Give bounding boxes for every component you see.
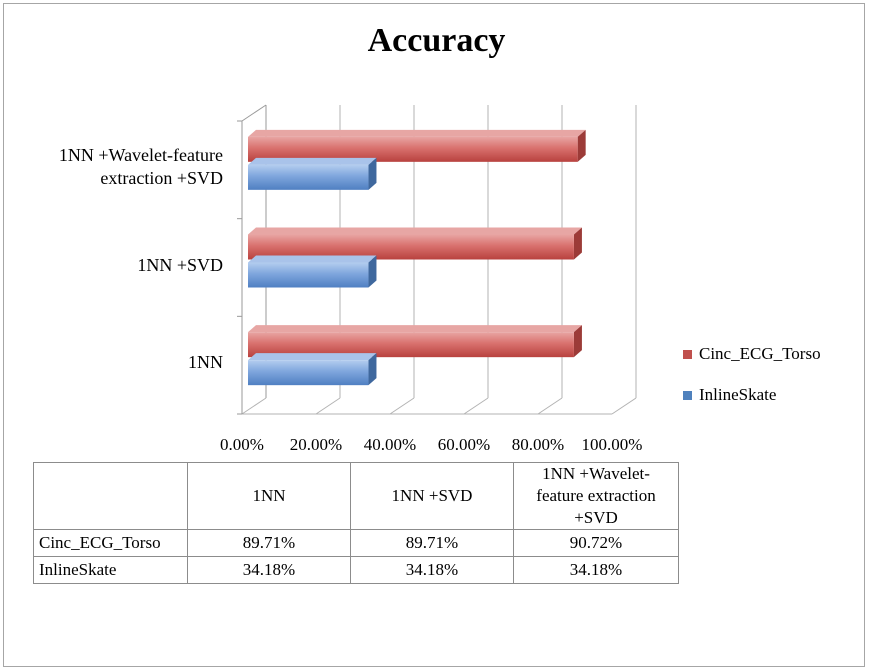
bar-cinc-ecg-torso bbox=[248, 234, 574, 260]
data-table-header-1nn: 1NN bbox=[187, 462, 351, 530]
bar-inlineskate bbox=[248, 262, 369, 288]
bar-end-face-inlineskate bbox=[368, 157, 377, 190]
bar-cinc-ecg-torso bbox=[248, 136, 578, 162]
bar-top-face-cinc-ecg-torso bbox=[248, 129, 586, 137]
y-category-label: 1NN bbox=[188, 352, 223, 373]
x-tick-label: 100.00% bbox=[582, 435, 643, 454]
bar-end-face-cinc-ecg-torso bbox=[577, 129, 586, 162]
data-table: 1NN 1NN +SVD 1NN +Wavelet- feature extra… bbox=[33, 462, 679, 584]
x-tick-label: 40.00% bbox=[364, 435, 416, 454]
x-tick-label: 0.00% bbox=[220, 435, 264, 454]
data-table-cell: 34.18% bbox=[513, 556, 679, 584]
floor-gridline bbox=[315, 397, 341, 415]
data-table-row-label: InlineSkate bbox=[33, 556, 188, 584]
y-category-label: 1NN +SVD bbox=[137, 254, 223, 275]
bar-top-face-inlineskate bbox=[248, 255, 377, 263]
floor-gridline bbox=[389, 397, 415, 415]
y-category-label: 1NN +Wavelet-feature extraction +SVD bbox=[58, 145, 223, 189]
bar-top-face-inlineskate bbox=[248, 353, 377, 361]
x-tick-label: 60.00% bbox=[438, 435, 490, 454]
data-table-cell: 34.18% bbox=[187, 556, 351, 584]
floor-gridline bbox=[463, 397, 489, 415]
data-table-cell: 34.18% bbox=[350, 556, 514, 584]
legend-swatch-cinc-ecg-torso bbox=[683, 349, 692, 359]
bar-end-face-inlineskate bbox=[368, 353, 377, 386]
floor-gridline bbox=[537, 397, 563, 415]
chart-title: Accuracy bbox=[367, 22, 506, 59]
bar-end-face-cinc-ecg-torso bbox=[573, 227, 582, 260]
data-table-header-1nn-wavelet-svd: 1NN +Wavelet- feature extraction +SVD bbox=[513, 462, 679, 530]
side-wall-top bbox=[241, 104, 267, 122]
legend-item-cinc-ecg-torso: Cinc_ECG_Torso bbox=[683, 344, 821, 364]
bar-end-face-inlineskate bbox=[368, 255, 377, 288]
legend-label-inlineskate: InlineSkate bbox=[699, 385, 777, 404]
data-table-header-row: 1NN 1NN +SVD 1NN +Wavelet- feature extra… bbox=[33, 462, 679, 530]
floor-gridline bbox=[241, 397, 267, 415]
data-table-cell: 90.72% bbox=[513, 529, 679, 557]
data-table-cell: 89.71% bbox=[187, 529, 351, 557]
x-tick-label: 20.00% bbox=[290, 435, 342, 454]
floor-gridline bbox=[611, 397, 637, 415]
bar-inlineskate bbox=[248, 360, 369, 386]
bar-cinc-ecg-torso bbox=[248, 332, 574, 358]
bar-top-face-cinc-ecg-torso bbox=[248, 325, 582, 333]
chart-frame bbox=[3, 3, 865, 667]
x-tick-label: 80.00% bbox=[512, 435, 564, 454]
bar-top-face-cinc-ecg-torso bbox=[248, 227, 582, 235]
data-table-header-1nn-svd: 1NN +SVD bbox=[350, 462, 514, 530]
bar-inlineskate bbox=[248, 164, 369, 190]
bar-top-face-inlineskate bbox=[248, 157, 377, 165]
data-table-cell: 89.71% bbox=[350, 529, 514, 557]
data-table-row-cinc-ecg-torso: Cinc_ECG_Torso 89.71% 89.71% 90.72% bbox=[33, 529, 679, 557]
legend-swatch-inlineskate bbox=[683, 390, 692, 400]
data-table-corner-cell bbox=[33, 462, 188, 530]
data-table-row-inlineskate: InlineSkate 34.18% 34.18% 34.18% bbox=[33, 556, 679, 584]
legend-label-cinc-ecg-torso: Cinc_ECG_Torso bbox=[699, 344, 821, 363]
bar-end-face-cinc-ecg-torso bbox=[573, 325, 582, 358]
legend-item-inlineskate: InlineSkate bbox=[683, 385, 776, 405]
data-table-row-label: Cinc_ECG_Torso bbox=[33, 529, 188, 557]
